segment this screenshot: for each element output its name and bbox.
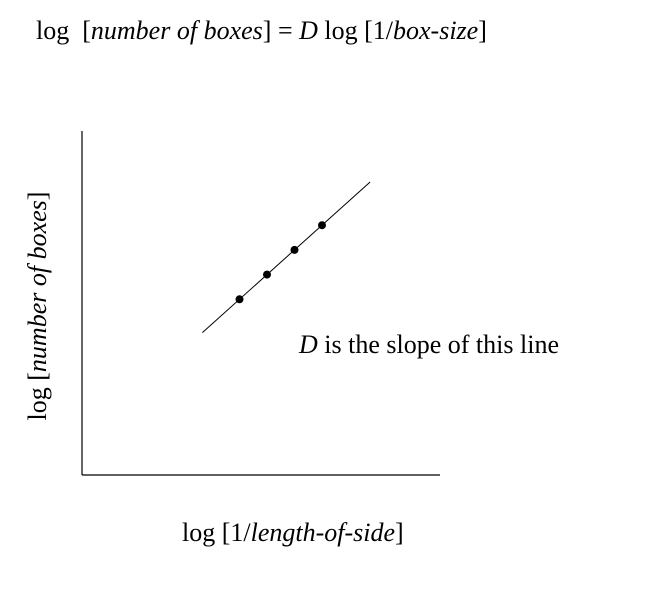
equation-open-bracket-left: [ — [82, 16, 91, 45]
data-points — [235, 221, 326, 304]
x-axis-label-italic: length-of-side — [250, 518, 396, 547]
x-axis-label-prefix: log [1/ — [182, 518, 251, 547]
data-point-1 — [235, 295, 244, 304]
data-point-2 — [263, 270, 271, 279]
annotation-text: is the slope of this line — [324, 330, 559, 359]
equation-d: D — [299, 16, 318, 45]
equation-close-bracket-left: ] — [262, 16, 272, 45]
x-axis-label-suffix: ] — [395, 518, 404, 547]
slope-annotation: D is the slope of this line — [299, 328, 559, 362]
equation-open-bracket-right: [1/ — [364, 16, 394, 45]
x-axis-label: log [1/length-of-side] — [182, 516, 404, 550]
equation-equals: = — [277, 16, 293, 45]
y-axis-label: log [number of boxes] — [23, 192, 53, 421]
equation-log-left: log — [36, 16, 70, 45]
y-axis-label-italic: number of boxes — [23, 200, 52, 373]
annotation-d: D — [299, 330, 318, 359]
y-axis-label-suffix: ] — [23, 191, 52, 201]
equation-number-of-boxes: number of boxes — [90, 16, 263, 45]
equation-close-bracket-right: ] — [478, 16, 487, 45]
equation-log-right: log — [324, 16, 358, 45]
equation-box-size: box-size — [393, 16, 479, 45]
slope-line — [202, 181, 371, 334]
y-axis-label-prefix: log [ — [23, 372, 52, 421]
data-point-4 — [318, 221, 326, 230]
data-point-3 — [290, 245, 299, 254]
equation: log [number of boxes] = D log [1/box-siz… — [36, 14, 487, 48]
